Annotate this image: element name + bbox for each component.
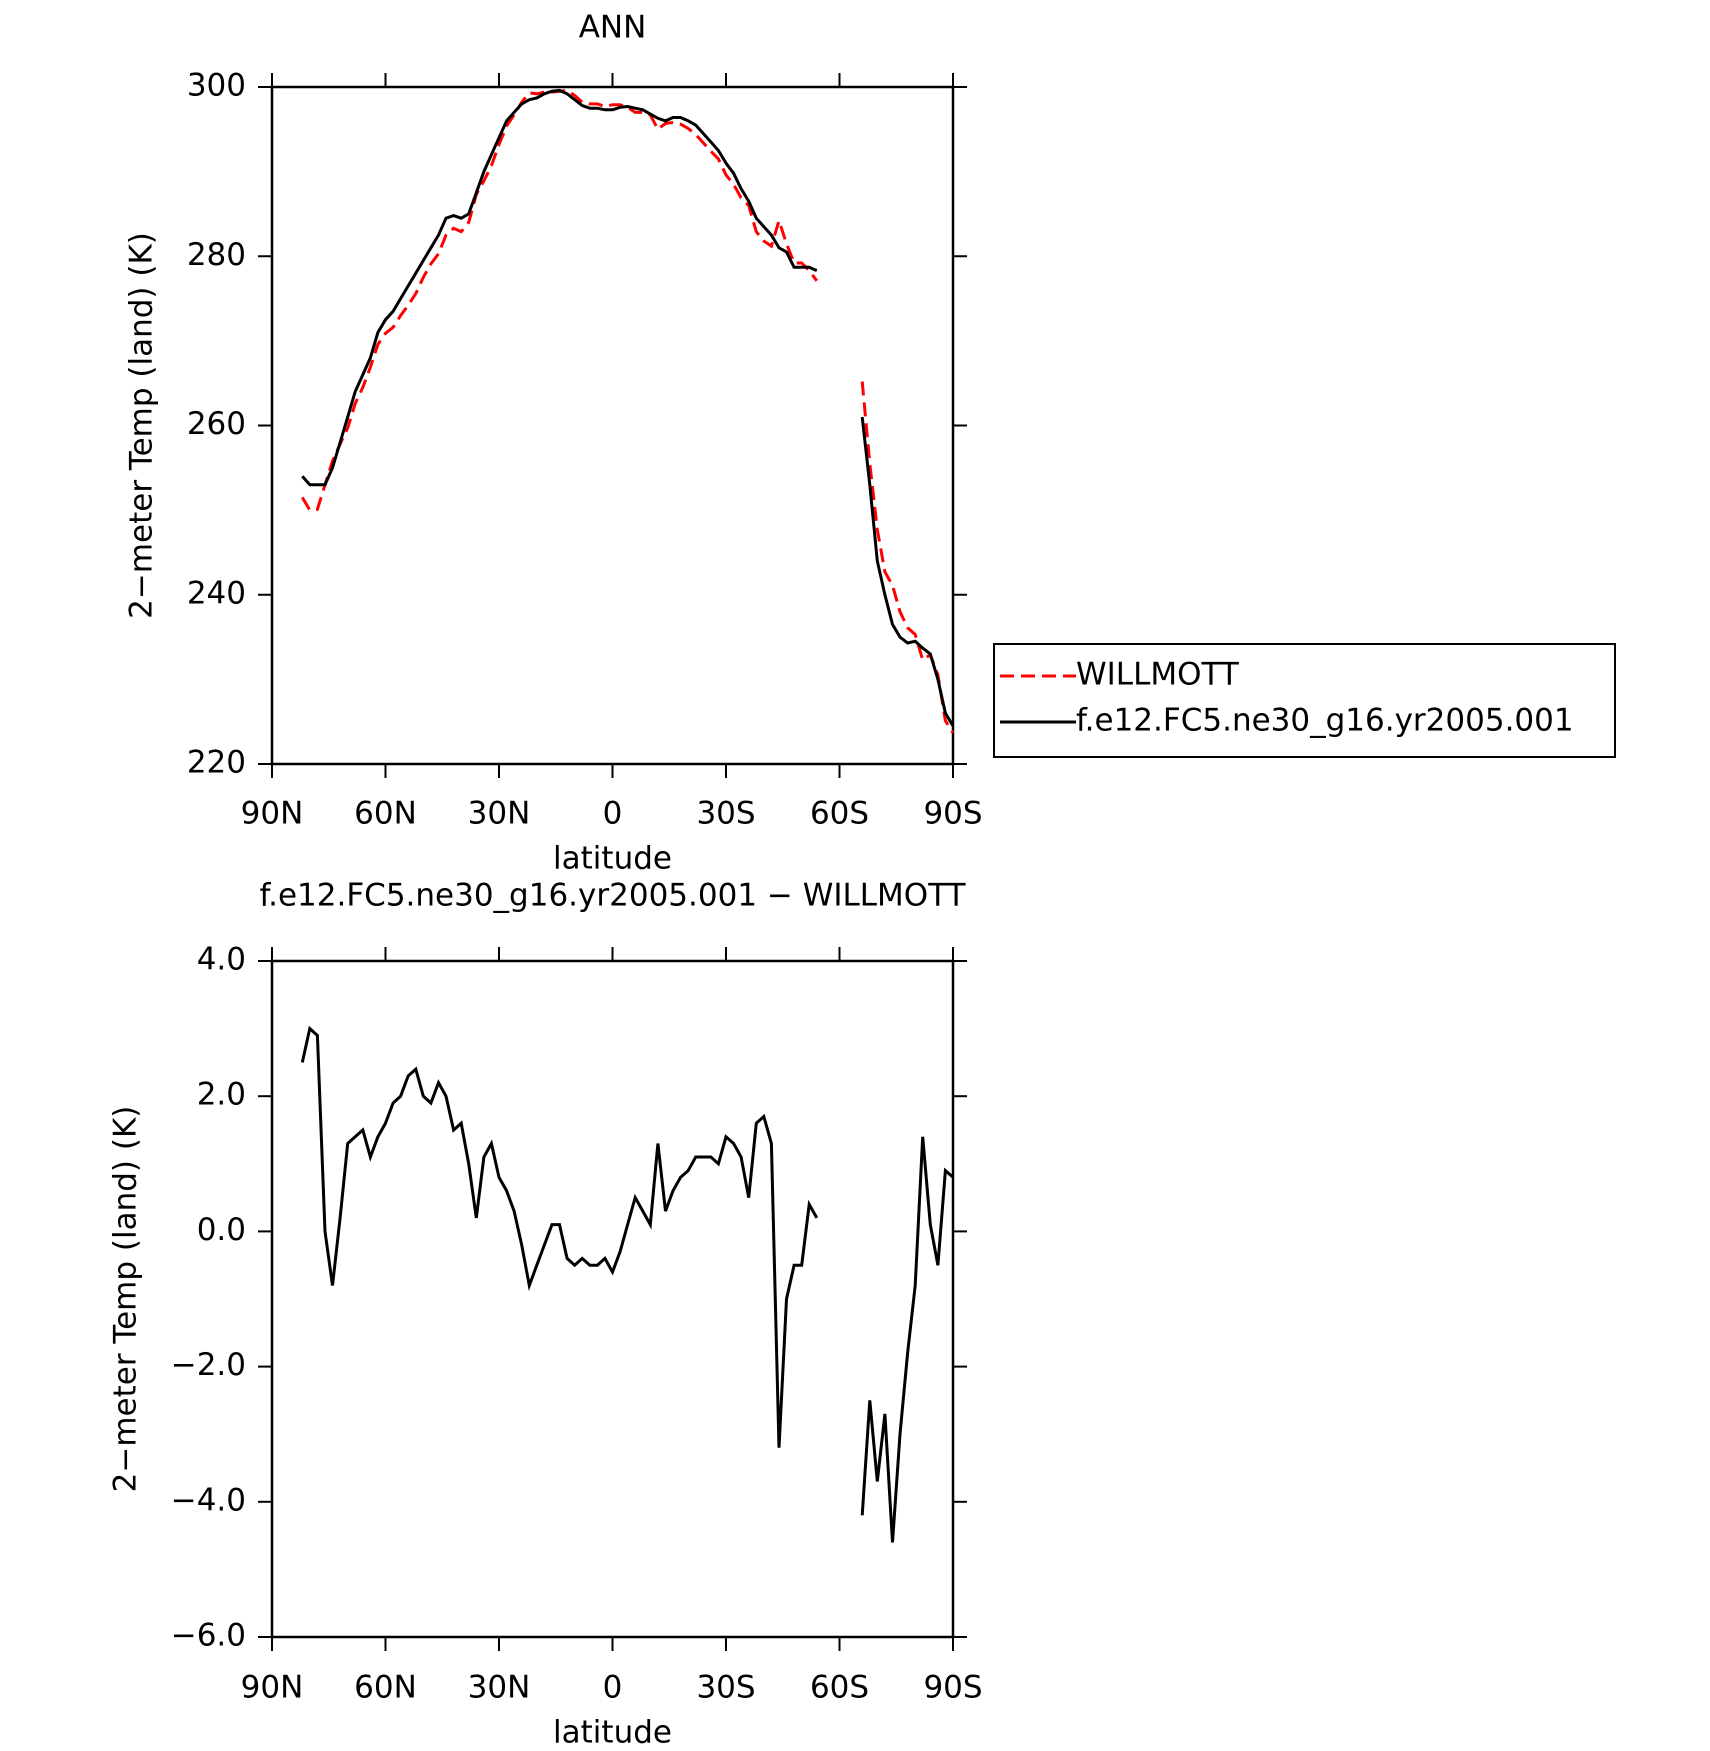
data-line bbox=[300, 1025, 954, 1543]
data-line bbox=[301, 88, 955, 734]
y-axis-title: 2−meter Temp (land) (K) bbox=[108, 1106, 144, 1493]
plot-frame bbox=[270, 959, 955, 1639]
legend: WILLMOTT f.e12.FC5.ne30_g16.yr2005.001 bbox=[993, 643, 1616, 758]
legend-label: f.e12.FC5.ne30_g16.yr2005.001 bbox=[1076, 703, 1574, 739]
data-line bbox=[301, 88, 955, 727]
y-axis-title: 2−meter Temp (land) (K) bbox=[124, 232, 160, 619]
x-tick-label: 60N bbox=[354, 796, 417, 832]
y-tick-label: 2.0 bbox=[197, 1077, 246, 1113]
x-tick-label: 0 bbox=[603, 1670, 623, 1706]
y-tick-label: −6.0 bbox=[171, 1618, 246, 1654]
y-tick-label: 280 bbox=[187, 237, 246, 273]
y-tick-label: 240 bbox=[187, 575, 246, 611]
x-tick-label: 30S bbox=[696, 796, 755, 832]
chart-title: f.e12.FC5.ne30_g16.yr2005.001 − WILLMOTT bbox=[259, 878, 966, 914]
y-tick-label: 4.0 bbox=[197, 942, 246, 978]
chart-title: ANN bbox=[579, 10, 647, 46]
legend-label: WILLMOTT bbox=[1076, 657, 1240, 693]
y-tick-label: 260 bbox=[187, 406, 246, 442]
x-tick-label: 90N bbox=[241, 1670, 304, 1706]
x-tick-label: 90S bbox=[923, 796, 982, 832]
x-tick-label: 0 bbox=[603, 796, 623, 832]
legend-frame bbox=[993, 643, 1616, 758]
x-tick-label: 30N bbox=[468, 1670, 531, 1706]
x-tick-label: 60N bbox=[354, 1670, 417, 1706]
x-tick-label: 90N bbox=[241, 796, 304, 832]
x-axis-title: latitude bbox=[553, 1715, 672, 1751]
y-tick-label: −2.0 bbox=[171, 1347, 246, 1383]
y-tick-label: 220 bbox=[187, 745, 246, 781]
y-tick-label: −4.0 bbox=[171, 1482, 246, 1518]
x-tick-label: 60S bbox=[810, 1670, 869, 1706]
x-tick-label: 30S bbox=[696, 1670, 755, 1706]
x-tick-label: 90S bbox=[923, 1670, 982, 1706]
y-tick-label: 0.0 bbox=[197, 1212, 246, 1248]
x-axis-title: latitude bbox=[553, 841, 672, 877]
plot-frame bbox=[270, 85, 955, 766]
x-tick-label: 30N bbox=[468, 796, 531, 832]
y-tick-label: 300 bbox=[187, 68, 246, 104]
x-tick-label: 60S bbox=[810, 796, 869, 832]
